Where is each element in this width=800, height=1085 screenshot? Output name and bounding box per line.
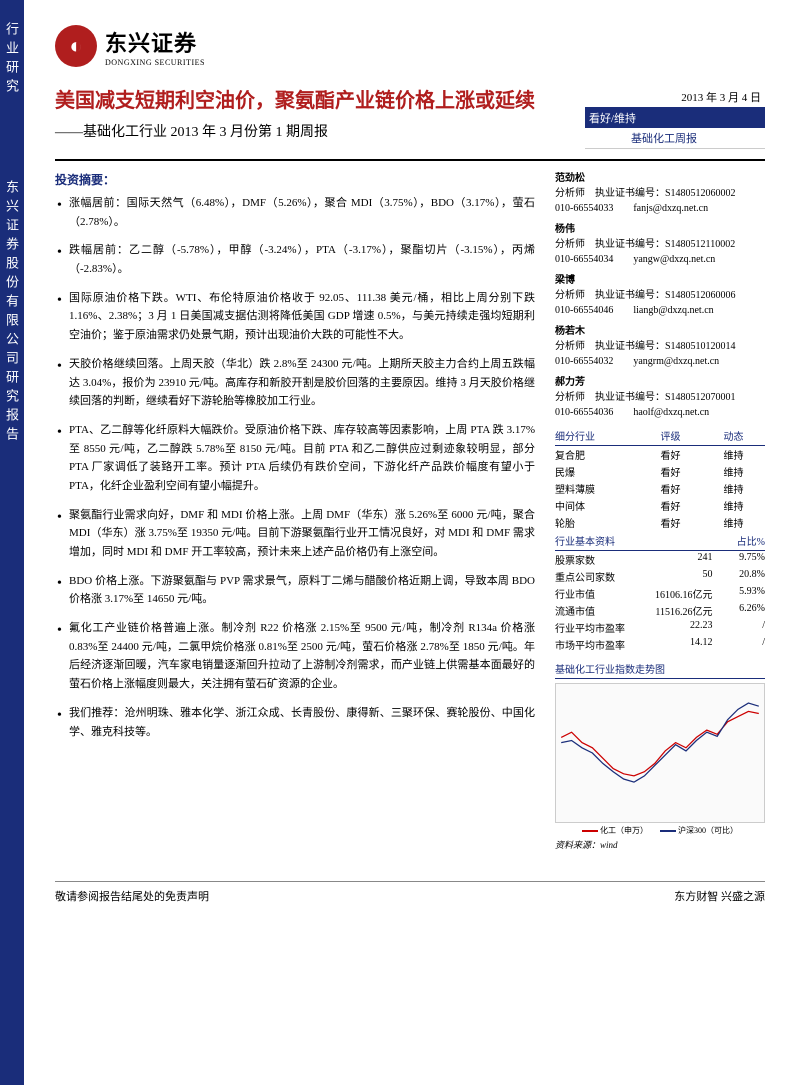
chart-source: 资料来源：wind: [555, 838, 765, 851]
chart-legend: 化工（申万） 沪深300（可比）: [555, 825, 765, 836]
report-type: 周报: [675, 130, 697, 146]
company-name-cn: 东兴证券: [105, 26, 205, 58]
rating-row: 复合肥看好维持: [555, 446, 765, 463]
industry-tag: 基础化工: [589, 130, 675, 146]
analyst-entry: 杨伟分析师 执业证书编号：S1480512110002010-66554034 …: [555, 222, 765, 267]
summary-bullet: 涨幅居前：国际天然气（6.48%），DMF（5.26%），聚合 MDI（3.75…: [55, 194, 535, 231]
slogan-text: 东方财智 兴盛之源: [674, 888, 765, 904]
industry-data-row: 重点公司家数5020.8%: [555, 568, 765, 585]
analyst-entry: 梁博分析师 执业证书编号：S1480512060006010-66554046 …: [555, 273, 765, 318]
industry-data-row: 流通市值11516.26亿元6.26%: [555, 602, 765, 619]
summary-column: 投资摘要： 涨幅居前：国际天然气（6.48%），DMF（5.26%），聚合 MD…: [55, 171, 535, 851]
summary-bullet: 天胶价格继续回落。上周天胶（华北）跌 2.8%至 24300 元/吨。上期所天胶…: [55, 355, 535, 411]
summary-bullet: 国际原油价格下跌。WTI、布伦特原油价格收于 92.05、111.38 美元/桶…: [55, 289, 535, 345]
analyst-entry: 郝力芳分析师 执业证书编号：S1480512070001010-66554036…: [555, 375, 765, 420]
summary-bullet: 跌幅居前：乙二醇（-5.78%），甲醇（-3.24%），PTA（-3.17%），…: [55, 241, 535, 278]
rating-row: 轮胎看好维持: [555, 514, 765, 531]
company-header: ◐ 东兴证券 DONGXING SECURITIES: [55, 25, 765, 67]
summary-title: 投资摘要：: [55, 171, 535, 188]
page-content: ◐ 东兴证券 DONGXING SECURITIES 美国减支短期利空油价，聚氨…: [0, 0, 800, 929]
summary-bullet: 我们推荐：沧州明珠、雅本化学、浙江众成、长青股份、康得新、三聚环保、赛轮股份、中…: [55, 704, 535, 741]
analyst-entry: 杨若木分析师 执业证书编号：S1480510120014010-66554032…: [555, 324, 765, 369]
report-subtitle: ——基础化工行业 2013 年 3 月份第 1 期周报: [55, 121, 585, 141]
trend-chart: [555, 683, 765, 823]
analyst-entry: 范劲松分析师 执业证书编号：S1480512060002010-66554033…: [555, 171, 765, 216]
company-logo-icon: ◐: [55, 25, 97, 67]
industry-data-row: 行业平均市盈率22.23/: [555, 619, 765, 636]
rating-row: 民爆看好维持: [555, 463, 765, 480]
page-footer: 敬请参阅报告结尾处的免责声明 东方财智 兴盛之源: [55, 881, 765, 904]
summary-bullet: 氟化工产业链价格普遍上涨。制冷剂 R22 价格涨 2.15%至 9500 元/吨…: [55, 619, 535, 694]
summary-bullet: 聚氨酯行业需求向好，DMF 和 MDI 价格上涨。上周 DMF（华东）涨 5.2…: [55, 506, 535, 562]
section-divider: [55, 159, 765, 161]
industry-data-table: 股票家数2419.75%重点公司家数5020.8%行业市值16106.16亿元5…: [555, 551, 765, 653]
industry-data-header: 行业基本资料 占比%: [555, 531, 765, 551]
rating-row: 中间体看好维持: [555, 497, 765, 514]
disclaimer-text: 敬请参阅报告结尾处的免责声明: [55, 888, 209, 904]
ratings-table: 复合肥看好维持民爆看好维持塑料薄膜看好维持中间体看好维持轮胎看好维持: [555, 446, 765, 531]
industry-data-row: 行业市值16106.16亿元5.93%: [555, 585, 765, 602]
summary-bullet: PTA、乙二醇等化纤原料大幅跌价。受原油价格下跌、库存较高等因素影响，上周 PT…: [55, 421, 535, 496]
analysts-block: 范劲松分析师 执业证书编号：S1480512060002010-66554033…: [555, 171, 765, 420]
report-date: 2013 年 3 月 4 日: [585, 87, 765, 108]
date-rating-block: 2013 年 3 月 4 日 看好/维持 基础化工 周报: [585, 87, 765, 149]
industry-data-row: 市场平均市盈率14.12/: [555, 636, 765, 653]
chart-title: 基础化工行业指数走势图: [555, 659, 765, 679]
summary-bullet: BDO 价格上涨。下游聚氨酯与 PVP 需求景气，原料丁二烯与醋酸价格近期上调，…: [55, 572, 535, 609]
report-main-title: 美国减支短期利空油价，聚氨酯产业链价格上涨或延续: [55, 87, 585, 115]
rating-row: 塑料薄膜看好维持: [555, 480, 765, 497]
industry-data-row: 股票家数2419.75%: [555, 551, 765, 568]
sidebar-column: 范劲松分析师 执业证书编号：S1480512060002010-66554033…: [555, 171, 765, 851]
rating-label: 看好/维持: [589, 110, 636, 126]
summary-bullet-list: 涨幅居前：国际天然气（6.48%），DMF（5.26%），聚合 MDI（3.75…: [55, 194, 535, 741]
ratings-header: 细分行业 评级 动态: [555, 426, 765, 446]
company-name-en: DONGXING SECURITIES: [105, 58, 205, 67]
